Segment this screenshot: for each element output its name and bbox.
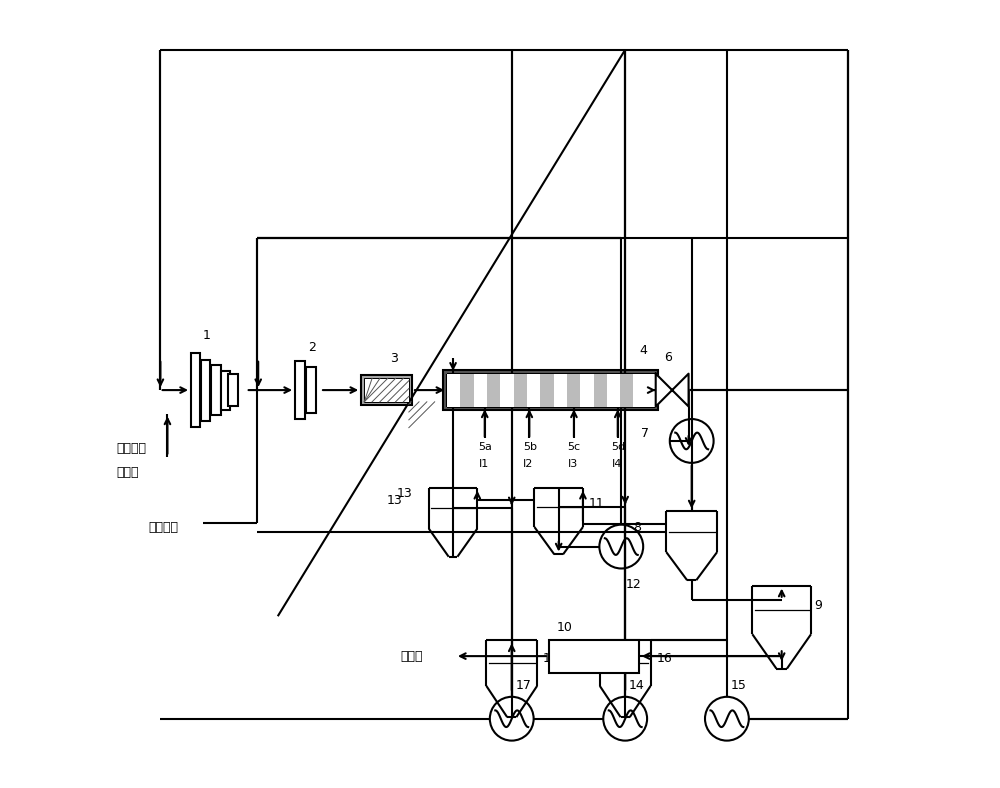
Text: 16: 16 (656, 652, 672, 665)
Text: 18: 18 (543, 652, 559, 665)
Text: 17: 17 (516, 679, 532, 693)
Text: I3: I3 (568, 459, 578, 469)
Bar (514, 374, 527, 407)
Text: 12: 12 (625, 578, 641, 591)
Text: I2: I2 (523, 459, 533, 469)
Text: 新鲜乙烯: 新鲜乙烯 (117, 442, 147, 455)
Text: 7: 7 (641, 426, 649, 440)
Text: 8: 8 (633, 521, 641, 534)
Text: 13: 13 (397, 488, 412, 500)
Text: 5b: 5b (523, 442, 537, 452)
Bar (594, 374, 607, 407)
Bar (364, 378, 409, 402)
Text: 4: 4 (639, 344, 647, 358)
Text: 15: 15 (731, 679, 747, 693)
Text: 5a: 5a (478, 442, 492, 452)
Bar (487, 374, 500, 407)
Text: 9: 9 (815, 599, 822, 611)
Text: 5d: 5d (611, 442, 626, 452)
Text: 13: 13 (387, 493, 402, 507)
Bar (443, 370, 658, 411)
Text: 3: 3 (390, 352, 398, 366)
Bar (460, 374, 474, 407)
Text: 6: 6 (664, 351, 672, 364)
Text: 1: 1 (203, 329, 211, 342)
Text: 2: 2 (308, 340, 316, 354)
Bar (361, 375, 412, 405)
Text: 10: 10 (557, 622, 573, 634)
Text: 改性剂: 改性剂 (117, 466, 139, 479)
Bar (620, 374, 633, 407)
Text: 14: 14 (629, 679, 645, 693)
Text: I4: I4 (611, 459, 622, 469)
Bar (211, 366, 221, 414)
Bar (221, 370, 230, 410)
Text: 共聚单体: 共聚单体 (148, 521, 178, 533)
Text: 5c: 5c (568, 442, 581, 452)
Bar (191, 353, 200, 427)
Bar (228, 374, 238, 406)
Bar (447, 374, 655, 407)
Text: I1: I1 (478, 459, 489, 469)
Text: 聚合物: 聚合物 (400, 649, 423, 663)
Bar (295, 361, 305, 419)
Bar (540, 374, 554, 407)
Bar (567, 374, 580, 407)
Bar (549, 640, 639, 672)
Text: 11: 11 (588, 497, 604, 510)
Polygon shape (656, 374, 689, 407)
Bar (201, 359, 210, 421)
Bar (306, 367, 316, 413)
